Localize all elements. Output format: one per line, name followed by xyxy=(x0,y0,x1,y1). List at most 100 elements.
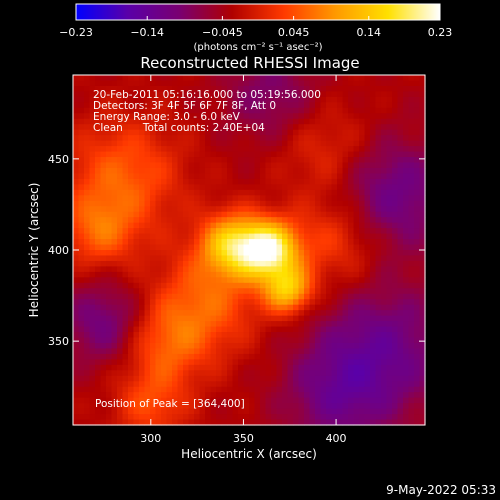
heatmap-cell xyxy=(177,293,184,300)
heatmap-cell xyxy=(177,140,184,147)
heatmap-cell xyxy=(183,386,190,393)
heatmap-cell xyxy=(364,386,371,393)
heatmap-cell xyxy=(221,293,228,300)
heatmap-cell xyxy=(73,332,80,339)
heatmap-cell xyxy=(117,381,124,388)
heatmap-cell xyxy=(133,419,140,426)
heatmap-cell xyxy=(227,162,234,169)
heatmap-cell xyxy=(177,321,184,328)
heatmap-cell xyxy=(150,282,157,289)
heatmap-cell xyxy=(276,250,283,257)
heatmap-cell xyxy=(282,140,289,147)
heatmap-cell xyxy=(271,326,278,333)
heatmap-cell xyxy=(370,129,377,136)
heatmap-cell xyxy=(238,386,245,393)
heatmap-cell xyxy=(353,184,360,191)
heatmap-cell xyxy=(403,326,410,333)
heatmap-cell xyxy=(304,118,311,125)
heatmap-cell xyxy=(122,288,129,295)
heatmap-cell xyxy=(205,80,212,87)
heatmap-cell xyxy=(315,315,322,322)
heatmap-cell xyxy=(309,408,316,415)
heatmap-cell xyxy=(221,189,228,196)
heatmap-cell xyxy=(414,392,421,399)
heatmap-cell xyxy=(293,173,300,180)
heatmap-cell xyxy=(73,206,80,213)
heatmap-cell xyxy=(139,228,146,235)
heatmap-cell xyxy=(359,271,366,278)
heatmap-cell xyxy=(370,359,377,366)
heatmap-cell xyxy=(265,403,272,410)
heatmap-cell xyxy=(139,386,146,393)
heatmap-cell xyxy=(150,124,157,131)
heatmap-cell xyxy=(353,162,360,169)
heatmap-cell xyxy=(227,370,234,377)
heatmap-cell xyxy=(232,206,239,213)
heatmap-cell xyxy=(117,102,124,109)
heatmap-cell xyxy=(166,342,173,350)
heatmap-cell xyxy=(155,124,162,131)
heatmap-cell xyxy=(276,118,283,125)
heatmap-cell xyxy=(403,140,410,147)
heatmap-cell xyxy=(419,222,426,229)
heatmap-cell xyxy=(183,135,190,142)
heatmap-cell xyxy=(326,206,333,213)
heatmap-cell xyxy=(111,304,118,311)
heatmap-cell xyxy=(155,206,162,213)
heatmap-cell xyxy=(161,140,168,147)
heatmap-cell xyxy=(315,189,322,196)
heatmap-cell xyxy=(397,96,404,103)
heatmap-cell xyxy=(166,217,173,224)
heatmap-cell xyxy=(205,370,212,377)
heatmap-cell xyxy=(194,304,201,311)
heatmap-cell xyxy=(260,140,267,147)
heatmap-cell xyxy=(194,310,201,317)
heatmap-cell xyxy=(315,386,322,393)
heatmap-cell xyxy=(177,277,184,284)
heatmap-cell xyxy=(155,140,162,147)
heatmap-cell xyxy=(265,271,272,278)
heatmap-cell xyxy=(370,184,377,191)
heatmap-cell xyxy=(397,195,404,202)
heatmap-cell xyxy=(122,266,129,273)
heatmap-cell xyxy=(139,96,146,103)
heatmap-cell xyxy=(282,359,289,366)
heatmap-cell xyxy=(419,288,426,295)
heatmap-cell xyxy=(304,375,311,382)
heatmap-cell xyxy=(243,85,250,93)
heatmap-cell xyxy=(155,359,162,366)
heatmap-cell xyxy=(392,140,399,147)
heatmap-cell xyxy=(227,206,234,213)
heatmap-cell xyxy=(84,386,91,393)
heatmap-cell xyxy=(375,151,382,158)
heatmap-cell xyxy=(309,184,316,191)
heatmap-cell xyxy=(353,173,360,180)
heatmap-cell xyxy=(331,140,338,147)
heatmap-cell xyxy=(414,146,421,153)
heatmap-cell xyxy=(331,260,338,268)
heatmap-cell xyxy=(232,146,239,153)
heatmap-cell xyxy=(370,315,377,322)
heatmap-cell xyxy=(227,222,234,229)
heatmap-cell xyxy=(117,348,124,355)
heatmap-cell xyxy=(133,233,140,240)
heatmap-cell xyxy=(128,250,135,257)
heatmap-cell xyxy=(188,162,195,169)
heatmap-cell xyxy=(155,107,162,114)
heatmap-cell xyxy=(381,233,388,240)
heatmap-cell xyxy=(166,167,173,175)
heatmap-cell xyxy=(199,310,206,317)
heatmap-cell xyxy=(320,91,327,98)
heatmap-cell xyxy=(139,211,146,218)
heatmap-cell xyxy=(89,206,96,213)
heatmap-cell xyxy=(359,80,366,87)
heatmap-cell xyxy=(194,293,201,300)
heatmap-cell xyxy=(139,266,146,273)
heatmap-cell xyxy=(177,228,184,235)
heatmap-cell xyxy=(276,414,283,421)
heatmap-cell xyxy=(320,157,327,164)
heatmap-cell xyxy=(315,408,322,415)
heatmap-cell xyxy=(128,178,135,185)
heatmap-cell xyxy=(392,107,399,114)
heatmap-cell xyxy=(238,135,245,142)
